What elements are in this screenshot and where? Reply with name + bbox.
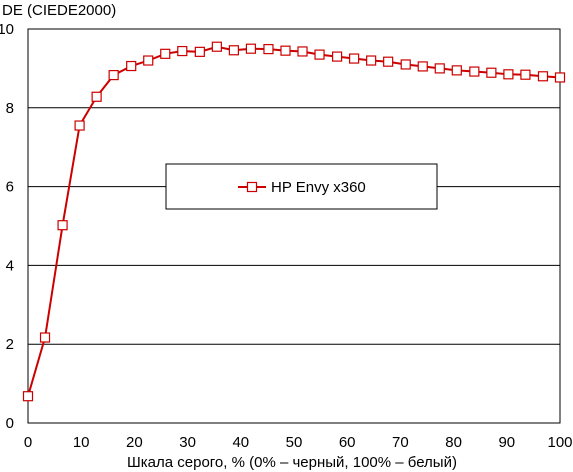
data-point-marker (91, 91, 102, 102)
gridlines (28, 28, 560, 424)
y-tick-label: 0 (6, 415, 14, 432)
x-tick-label: 50 (286, 434, 303, 451)
x-tick-label: 90 (498, 434, 515, 451)
data-point-marker (434, 63, 445, 74)
data-point-marker (554, 72, 566, 83)
data-point-marker (349, 53, 360, 64)
x-axis-label: Шкала серого, % (0% – черный, 100% – бел… (127, 454, 457, 471)
x-tick-label: 70 (392, 434, 409, 451)
data-point-marker (503, 69, 514, 80)
data-point-marker (143, 55, 154, 66)
data-point-marker (57, 220, 68, 231)
data-point-marker (520, 69, 531, 80)
x-tick-label: 40 (232, 434, 249, 451)
data-point-marker (417, 61, 428, 72)
data-point-marker (177, 45, 188, 57)
data-point-marker (74, 120, 85, 131)
data-point-marker (314, 49, 325, 60)
legend-box (165, 163, 438, 210)
data-point-marker (39, 332, 51, 343)
legend: HP Envy x360 (165, 163, 438, 210)
legend-square-marker-icon (246, 181, 258, 193)
data-point-marker (366, 55, 377, 66)
x-tick-label: 80 (445, 434, 462, 451)
y-tick-labels: 0 2 4 6 8 10 (0, 21, 14, 432)
x-tick-label: 0 (24, 434, 32, 451)
data-point-marker (228, 45, 239, 56)
y-tick-label: 4 (6, 257, 14, 274)
data-point-marker (108, 69, 119, 81)
legend-label: HP Envy x360 (271, 179, 366, 196)
x-tick-label: 30 (179, 434, 196, 451)
data-point-marker (486, 67, 497, 78)
data-point-marker (469, 66, 480, 77)
data-point-marker (263, 43, 274, 55)
data-series (22, 41, 566, 402)
data-point-marker (126, 60, 137, 72)
y-tick-label: 6 (6, 179, 14, 196)
y-tick-label: 10 (0, 21, 14, 38)
data-point-marker (400, 59, 411, 70)
data-point-marker (451, 65, 462, 76)
x-tick-label: 100 (547, 434, 572, 451)
data-point-marker (297, 46, 308, 57)
x-tick-label: 60 (339, 434, 356, 451)
y-tick-label: 8 (6, 100, 14, 117)
data-point-marker (194, 46, 205, 57)
data-point-marker (22, 391, 34, 402)
y-tick-label: 2 (6, 336, 14, 353)
data-point-marker (245, 43, 257, 54)
data-point-marker (211, 41, 222, 52)
y-axis-label: DE (CIEDE2000) (2, 2, 116, 19)
x-tick-labels: 0 10 20 30 40 50 60 70 80 90 100 (24, 434, 573, 451)
data-point-marker (331, 51, 343, 62)
x-tick-label: 10 (73, 434, 90, 451)
data-point-marker (383, 56, 394, 67)
data-point-marker (280, 45, 291, 56)
data-point-marker (160, 48, 171, 59)
plot-area (27, 28, 561, 424)
data-point-marker (537, 71, 549, 82)
x-tick-label: 20 (126, 434, 143, 451)
